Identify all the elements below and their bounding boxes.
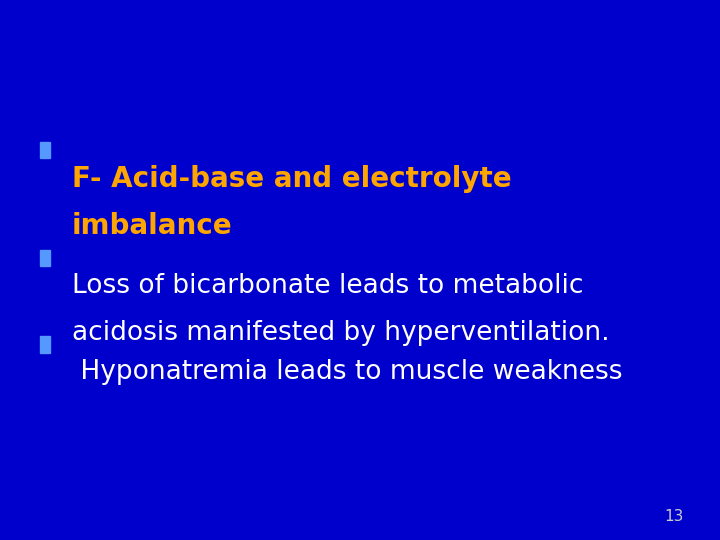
Bar [40, 250, 50, 266]
Text: acidosis manifested by hyperventilation.: acidosis manifested by hyperventilation. [72, 320, 610, 346]
Text: Hyponatremia leads to muscle weakness: Hyponatremia leads to muscle weakness [72, 359, 623, 385]
Text: imbalance: imbalance [72, 212, 233, 240]
Text: F- Acid-base and electrolyte: F- Acid-base and electrolyte [72, 165, 512, 193]
Text: 13: 13 [665, 509, 684, 524]
Bar [40, 142, 50, 158]
Text: Loss of bicarbonate leads to metabolic: Loss of bicarbonate leads to metabolic [72, 273, 583, 299]
Bar [40, 336, 50, 353]
